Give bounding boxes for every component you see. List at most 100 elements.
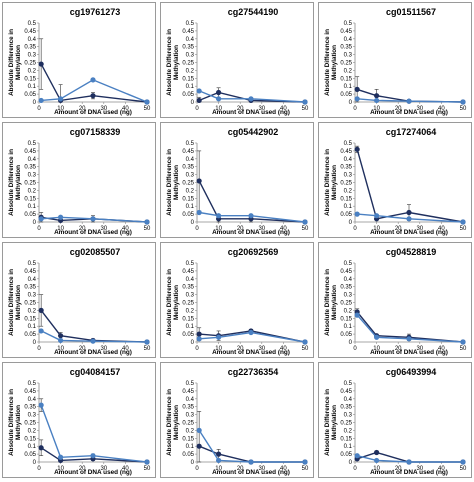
x-tick-label: 0 — [353, 346, 357, 352]
y-axis-label: Absolute Difference inMethylation — [166, 269, 180, 336]
series-line — [198, 180, 306, 223]
x-tick-label: 20 — [237, 106, 244, 112]
data-point — [302, 339, 308, 345]
chart-panel-cg07158339: cg07158339 Absolute Difference inMethylat… — [2, 122, 156, 238]
data-point — [374, 449, 380, 456]
data-point — [374, 97, 380, 104]
y-tick-label: 0 — [33, 460, 37, 466]
y-tick-label: 0 — [191, 460, 195, 466]
y-tick-label: 0.25 — [24, 421, 36, 427]
data-point — [38, 97, 44, 104]
y-tick-label: 0.05 — [340, 332, 352, 338]
x-tick-label: 50 — [460, 466, 467, 472]
data-point — [354, 86, 360, 92]
x-tick-label: 40 — [438, 106, 445, 112]
y-tick-label: 0.5 — [186, 141, 195, 147]
series-line — [41, 79, 148, 103]
y-tick-label: 0.05 — [182, 212, 194, 218]
y-tick-label: 0.4 — [186, 397, 195, 403]
x-axis-label: Amount of DNA used (ng) — [370, 469, 448, 476]
series-line — [40, 330, 148, 343]
x-tick-label: 0 — [195, 226, 199, 232]
y-tick-label: 0.35 — [182, 45, 194, 51]
y-axis-label-line: Methylation — [173, 405, 180, 440]
data-point — [354, 453, 360, 459]
y-tick-label: 0.2 — [28, 188, 37, 194]
y-tick-label: 0.35 — [182, 405, 194, 411]
chart-panel-cg27544190: cg27544190 Absolute Difference inMethylat… — [160, 2, 314, 118]
y-tick-label: 0.35 — [24, 45, 36, 51]
y-axis-label-line: Methylation — [15, 165, 22, 200]
chart-panel-cg17274064: cg17274064 Absolute Difference inMethylat… — [318, 122, 472, 238]
y-tick-label: 0.25 — [24, 61, 36, 67]
chart-title: cg02085507 — [70, 247, 121, 257]
x-tick-label: 50 — [144, 466, 151, 472]
x-tick-label: 0 — [195, 466, 199, 472]
y-axis-label: Absolute Difference inMethylation — [8, 29, 22, 96]
x-tick-label: 10 — [373, 106, 380, 112]
chart-title: cg19761273 — [70, 7, 121, 17]
chart-svg: cg07158339 Absolute Difference inMethylat… — [8, 127, 151, 236]
x-tick-label: 30 — [258, 226, 265, 232]
y-tick-label: 0.1 — [28, 444, 37, 450]
y-tick-label: 0.5 — [186, 381, 195, 387]
y-tick-label: 0.3 — [344, 293, 353, 299]
y-tick-label: 0.2 — [186, 188, 195, 194]
y-tick-label: 0.1 — [186, 204, 195, 210]
y-tick-label: 0.25 — [24, 301, 36, 307]
y-tick-label: 0.1 — [186, 84, 195, 90]
y-tick-label: 0.45 — [182, 149, 194, 155]
chart-title: cg05442902 — [228, 127, 279, 137]
data-point — [216, 457, 222, 464]
y-tick-label: 0.45 — [182, 269, 194, 275]
x-tick-label: 40 — [280, 226, 287, 232]
series-line — [357, 213, 464, 223]
data-point — [216, 89, 222, 96]
x-tick-label: 30 — [258, 106, 265, 112]
y-tick-label: 0.3 — [344, 413, 353, 419]
x-tick-label: 40 — [122, 466, 129, 472]
x-axis-label: Amount of DNA used (ng) — [212, 349, 290, 356]
data-point — [302, 459, 308, 465]
x-tick-label: 50 — [460, 346, 467, 352]
y-axis-label-line: Absolute Difference in — [324, 149, 331, 216]
x-tick-label: 0 — [37, 106, 41, 112]
series-line — [199, 211, 306, 223]
series-1 — [38, 77, 150, 105]
series-line — [40, 63, 148, 103]
y-tick-label: 0.45 — [24, 149, 36, 155]
x-axis-label: Amount of DNA used (ng) — [54, 109, 132, 116]
y-tick-label: 0 — [33, 220, 37, 226]
y-tick-label: 0 — [349, 220, 353, 226]
data-point — [354, 96, 360, 102]
y-tick-label: 0.45 — [340, 269, 352, 275]
y-tick-label: 0.45 — [340, 29, 352, 35]
y-axis-label-line: Absolute Difference in — [324, 29, 331, 96]
data-point — [58, 96, 64, 102]
data-point — [196, 331, 202, 337]
data-point — [248, 459, 254, 465]
series-0 — [38, 38, 150, 105]
y-axis-label-line: Absolute Difference in — [166, 29, 173, 96]
data-point — [196, 97, 202, 104]
y-axis-label-line: Absolute Difference in — [166, 389, 173, 456]
y-tick-label: 0.1 — [344, 84, 353, 90]
x-tick-label: 0 — [353, 226, 357, 232]
chart-title: cg07158339 — [70, 127, 121, 137]
x-tick-label: 30 — [416, 226, 423, 232]
y-tick-label: 0.3 — [28, 293, 37, 299]
y-axis-label: Absolute Difference inMethylation — [324, 149, 338, 216]
chart-title: cg01511567 — [386, 7, 436, 17]
series-0 — [196, 411, 308, 465]
y-tick-label: 0.15 — [340, 316, 352, 322]
data-point — [196, 209, 202, 216]
data-point — [196, 336, 202, 342]
x-axis-label: Amount of DNA used (ng) — [370, 229, 448, 236]
series-1 — [354, 453, 466, 465]
data-point — [58, 214, 64, 220]
data-point — [58, 333, 64, 339]
y-tick-label: 0.4 — [344, 277, 353, 283]
chart-svg: cg02085507 Absolute Difference inMethylat… — [8, 247, 151, 356]
data-point — [90, 216, 96, 222]
y-tick-label: 0.35 — [340, 405, 352, 411]
